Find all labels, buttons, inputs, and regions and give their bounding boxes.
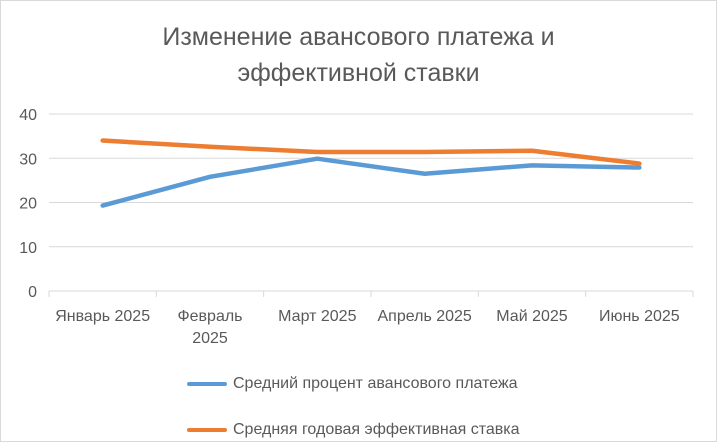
series-line-rate — [100, 138, 642, 166]
y-tick-label: 40 — [19, 107, 37, 124]
y-tick-label: 0 — [28, 284, 37, 301]
y-tick-label: 30 — [19, 151, 37, 168]
series-line-advance — [100, 156, 642, 208]
legend: Средний процент авансового платежа Средн… — [187, 367, 520, 441]
chart-title-line-2: эффективной ставки — [237, 59, 480, 87]
x-tick-label: Июнь 2025 — [599, 308, 680, 325]
y-tick-label: 20 — [19, 196, 37, 213]
legend-item-advance: Средний процент авансового платежа — [187, 367, 520, 401]
x-tick-label: Январь 2025 — [55, 308, 150, 325]
y-tick-label: 10 — [19, 240, 37, 257]
legend-swatch-advance — [187, 382, 227, 386]
x-tick-label: Май 2025 — [496, 308, 567, 325]
legend-item-rate: Средняя годовая эффективная ставка — [187, 413, 520, 441]
legend-swatch-rate — [187, 428, 227, 432]
x-tick-label: Апрель 2025 — [378, 308, 472, 325]
chart-title: Изменение авансового платежа и эффективн… — [1, 19, 716, 91]
x-tick-label: Февраль 2025 — [177, 308, 242, 347]
legend-label-advance: Средний процент авансового платежа — [233, 375, 518, 392]
legend-label-rate: Средняя годовая эффективная ставка — [233, 421, 520, 438]
chart-title-line-1: Изменение авансового платежа и — [162, 23, 555, 51]
x-tick-label: Март 2025 — [278, 308, 356, 325]
